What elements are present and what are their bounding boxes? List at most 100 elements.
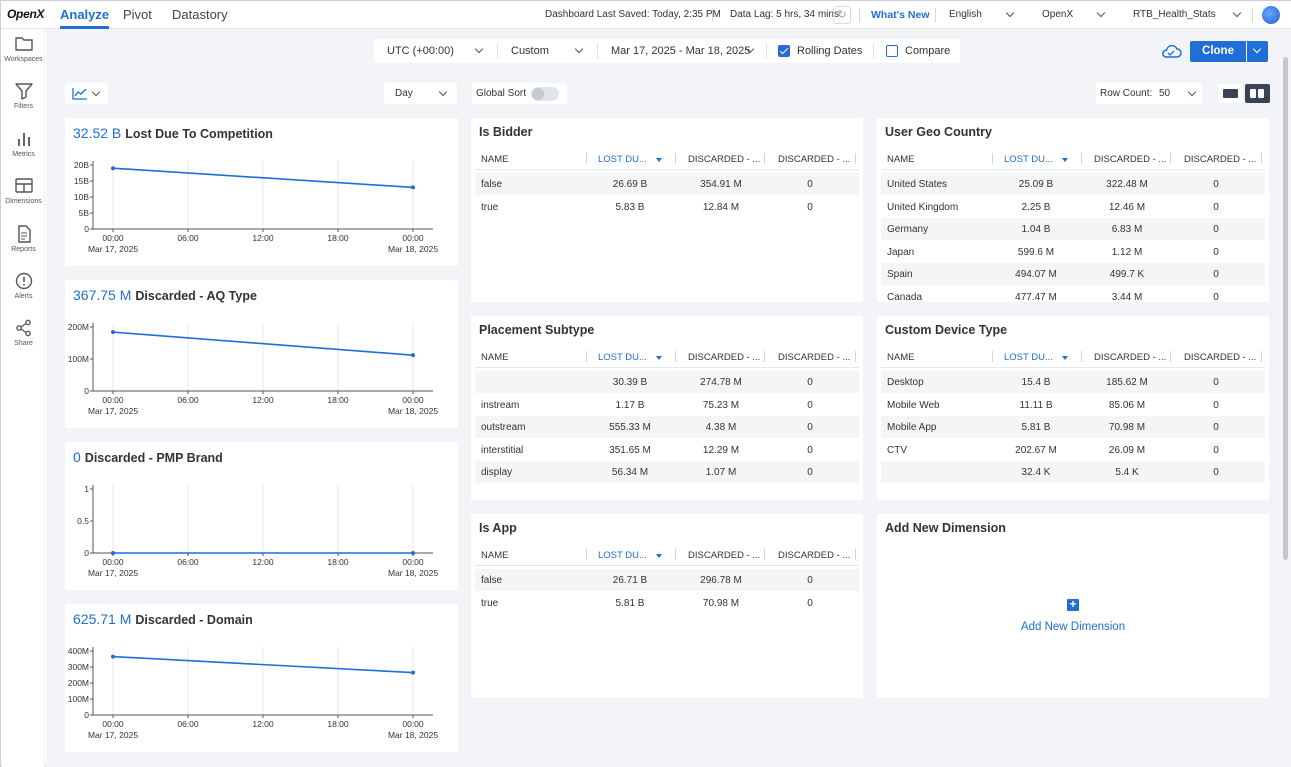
chart-total-value: 32.52 B (73, 125, 122, 141)
column-resize-handle[interactable] (992, 351, 993, 362)
column-header[interactable]: LOST DU... (598, 154, 647, 165)
table-title: Placement Subtype (479, 323, 595, 337)
column-resize-handle[interactable] (764, 153, 765, 164)
table-row[interactable]: United States 25.09 B 322.48 M 0 (881, 173, 1265, 195)
column-header[interactable]: LOST DU... (598, 352, 647, 363)
table-row[interactable]: Spain 494.07 M 499.7 K 0 (881, 263, 1265, 285)
sidebar-item-metrics[interactable]: Metrics (2, 130, 45, 158)
cell-discarded: 12.84 M (702, 201, 740, 213)
column-header[interactable]: DISCARDED - ... (688, 550, 761, 561)
column-header[interactable]: LOST DU... (598, 550, 647, 561)
clone-dropdown-button[interactable] (1247, 41, 1268, 62)
table-row[interactable]: instream 1.17 B 75.23 M 0 (475, 394, 859, 416)
column-resize-handle[interactable] (1081, 351, 1082, 362)
tab-pivot[interactable]: Pivot (123, 7, 152, 22)
column-resize-handle[interactable] (855, 549, 856, 560)
whats-new-link[interactable]: What's New (871, 9, 930, 21)
table-row[interactable]: Germany 1.04 B 6.83 M 0 (881, 218, 1265, 240)
table-row[interactable]: CTV 202.67 M 26.09 M 0 (881, 439, 1265, 461)
table-row[interactable]: true 5.81 B 70.98 M 0 (475, 592, 859, 614)
column-resize-handle[interactable] (1261, 153, 1262, 164)
scrollbar[interactable] (1283, 57, 1288, 560)
column-resize-handle[interactable] (586, 153, 587, 164)
column-resize-handle[interactable] (586, 351, 587, 362)
table-row[interactable]: interstitial 351.65 M 12.29 M 0 (475, 439, 859, 461)
table-row[interactable]: 30.39 B 274.78 M 0 (475, 371, 859, 393)
column-header[interactable]: DISCARDED - ... (778, 550, 851, 561)
sort-desc-icon[interactable] (656, 554, 662, 558)
column-resize-handle[interactable] (1081, 153, 1082, 164)
column-header[interactable]: DISCARDED - ... (1094, 352, 1167, 363)
tab-datastory[interactable]: Datastory (172, 7, 228, 22)
column-resize-handle[interactable] (764, 549, 765, 560)
sort-desc-icon[interactable] (656, 158, 662, 162)
sidebar-item-workspaces[interactable]: Workspaces (2, 35, 45, 63)
refresh-icon[interactable]: ↻ (833, 6, 851, 24)
column-resize-handle[interactable] (992, 153, 993, 164)
table-row[interactable]: display 56.34 M 1.07 M 0 (475, 461, 859, 483)
sort-desc-icon[interactable] (1062, 158, 1068, 162)
chart-title-text: Discarded - PMP Brand (84, 451, 223, 465)
plus-icon[interactable]: + (1067, 598, 1079, 611)
chart-type-select[interactable] (65, 83, 108, 104)
openx-logo[interactable]: OpenX (7, 7, 45, 21)
column-resize-handle[interactable] (1170, 351, 1171, 362)
column-header[interactable]: NAME (481, 154, 509, 165)
column-resize-handle[interactable] (764, 351, 765, 362)
column-header[interactable]: DISCARDED - ... (1184, 154, 1257, 165)
column-header[interactable]: NAME (887, 352, 915, 363)
column-resize-handle[interactable] (586, 549, 587, 560)
column-header[interactable]: DISCARDED - ... (778, 154, 851, 165)
column-resize-handle[interactable] (1261, 351, 1262, 362)
table-row[interactable]: Japan 599.6 M 1.12 M 0 (881, 241, 1265, 263)
chart-card: 625.71 M Discarded - Domain 0 100M 200M 300M… (65, 604, 458, 752)
column-header[interactable]: DISCARDED - ... (688, 154, 761, 165)
table-row[interactable]: 32.4 K 5.4 K 0 (881, 461, 1265, 483)
two-column-view-button[interactable] (1245, 84, 1270, 103)
column-resize-handle[interactable] (855, 153, 856, 164)
sidebar-item-reports[interactable]: Reports (2, 225, 45, 253)
sidebar-item-filters[interactable]: Filters (2, 82, 45, 110)
cloud-icon[interactable] (1160, 43, 1182, 59)
column-header[interactable]: NAME (887, 154, 915, 165)
single-column-view-button[interactable] (1218, 84, 1243, 103)
granularity-select[interactable]: Day (384, 83, 457, 104)
table-row[interactable]: Canada 477.47 M 3.44 M 0 (881, 286, 1265, 303)
column-resize-handle[interactable] (1170, 153, 1171, 164)
column-header[interactable]: NAME (481, 352, 509, 363)
clone-button[interactable]: Clone (1190, 41, 1246, 62)
table-row[interactable]: false 26.69 B 354.91 M 0 (475, 173, 859, 195)
column-resize-handle[interactable] (855, 351, 856, 362)
x-date-label: Mar 18, 2025 (388, 406, 438, 416)
add-new-dimension-link[interactable]: Add New Dimension (1020, 621, 1126, 633)
sidebar-item-share[interactable]: Share (2, 319, 45, 347)
sort-desc-icon[interactable] (1062, 356, 1068, 360)
global-sort-toggle[interactable] (531, 87, 559, 101)
rolling-dates-checkbox[interactable] (778, 45, 790, 57)
avatar[interactable] (1262, 6, 1280, 24)
table-row[interactable]: Mobile App 5.81 B 70.98 M 0 (881, 416, 1265, 438)
table-row[interactable]: Desktop 15.4 B 185.62 M 0 (881, 371, 1265, 393)
sort-desc-icon[interactable] (656, 356, 662, 360)
column-header[interactable]: DISCARDED - ... (778, 352, 851, 363)
sidebar-item-alerts[interactable]: Alerts (2, 272, 45, 300)
table-row[interactable]: true 5.83 B 12.84 M 0 (475, 196, 859, 218)
column-header[interactable]: LOST DU... (1004, 352, 1053, 363)
column-resize-handle[interactable] (675, 153, 676, 164)
column-header[interactable]: DISCARDED - ... (1094, 154, 1167, 165)
column-header[interactable]: DISCARDED - ... (688, 352, 761, 363)
column-resize-handle[interactable] (675, 549, 676, 560)
column-header[interactable]: LOST DU... (1004, 154, 1053, 165)
table-row[interactable]: Mobile Web 11.11 B 85.06 M 0 (881, 394, 1265, 416)
last-saved-text: Dashboard Last Saved: Today, 2:35 PM (545, 9, 721, 20)
column-header[interactable]: DISCARDED - ... (1184, 352, 1257, 363)
tab-analyze[interactable]: Analyze (60, 7, 110, 29)
compare-checkbox[interactable] (886, 45, 898, 57)
table-row[interactable]: United Kingdom 2.25 B 12.46 M 0 (881, 196, 1265, 218)
column-header[interactable]: NAME (481, 550, 509, 561)
table-row[interactable]: outstream 555.33 M 4.38 M 0 (475, 416, 859, 438)
sidebar-label: Workspaces (4, 56, 43, 63)
table-row[interactable]: false 26.71 B 296.78 M 0 (475, 569, 859, 591)
column-resize-handle[interactable] (675, 351, 676, 362)
sidebar-item-dimensions[interactable]: Dimensions (2, 177, 45, 205)
